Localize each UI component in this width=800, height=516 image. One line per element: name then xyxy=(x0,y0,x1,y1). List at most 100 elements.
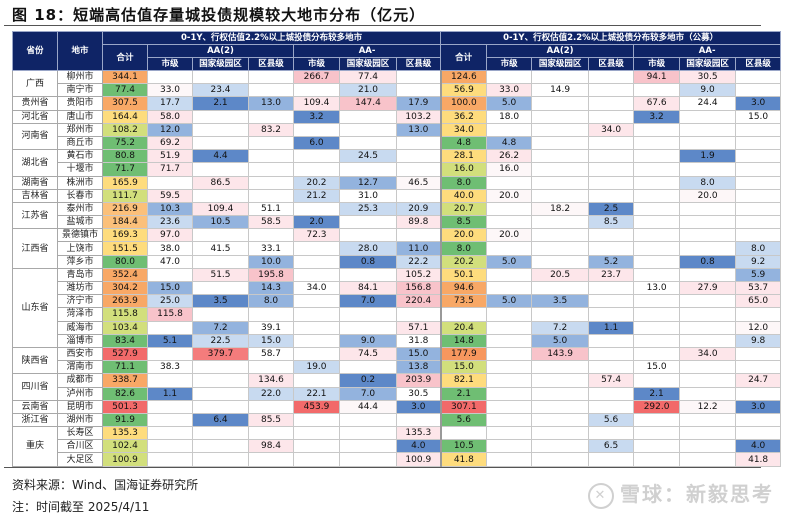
total-cell: 307.5 xyxy=(102,96,148,111)
value-cell xyxy=(531,452,590,467)
value-cell xyxy=(293,452,340,467)
value-cell: 3.2 xyxy=(633,109,681,124)
value-cell xyxy=(633,452,681,467)
value-cell xyxy=(531,188,590,203)
value-cell xyxy=(486,360,533,375)
value-cell: 292.0 xyxy=(633,399,681,414)
city-cell: 上饶市 xyxy=(57,241,103,256)
value-cell xyxy=(147,452,193,467)
value-cell: 4.4 xyxy=(192,149,249,164)
value-cell xyxy=(293,241,340,256)
header-level-city: 市级 xyxy=(633,57,681,71)
value-cell: 10.5 xyxy=(192,215,249,230)
table-row: 广西 柳州市 344.1 266.7 77.4 124.6 94.1 30.5 xyxy=(12,69,782,98)
value-cell: 31.0 xyxy=(339,188,397,203)
value-cell xyxy=(395,188,442,203)
table-row: 湖北省 黄石市 80.8 51.9 4.4 24.5 28.1 26.2 1.9 xyxy=(12,149,782,177)
value-cell: 59.5 xyxy=(147,188,193,203)
value-cell xyxy=(339,360,397,375)
value-cell: 16.0 xyxy=(486,162,533,177)
total-cell: 4.8 xyxy=(440,135,488,151)
value-cell: 15.0 xyxy=(633,360,681,375)
value-cell: 5.2 xyxy=(588,254,635,269)
total-cell: 75.2 xyxy=(102,135,148,151)
value-cell xyxy=(531,439,590,454)
value-cell xyxy=(486,386,533,401)
value-cell: 17.9 xyxy=(395,96,442,111)
value-cell xyxy=(679,307,737,322)
total-cell: 103.4 xyxy=(102,320,148,335)
value-cell xyxy=(395,83,442,98)
value-cell xyxy=(147,320,193,335)
value-cell xyxy=(735,83,782,98)
table-row: 潍坊市 304.2 15.0 14.3 34.0 84.1 156.8 94.6 13.0 27.… xyxy=(13,280,782,296)
value-cell xyxy=(633,83,681,98)
value-cell xyxy=(293,307,340,322)
value-cell: 57.4 xyxy=(588,373,635,388)
value-cell xyxy=(679,122,737,137)
value-cell: 85.5 xyxy=(248,412,294,428)
value-cell xyxy=(486,69,533,85)
value-cell xyxy=(486,201,533,217)
table-row: 大足区 100.9 100.9 41.8 41.8 xyxy=(13,452,782,467)
value-cell: 30.5 xyxy=(395,386,442,401)
value-cell xyxy=(633,162,681,177)
city-cell: 湖州市 xyxy=(57,412,103,428)
value-cell: 51.1 xyxy=(248,201,294,217)
table-row: 四川省 成都市 338.7 134.6 0.2 203.9 82.1 57.4 24.7 xyxy=(12,373,782,401)
value-cell xyxy=(293,333,340,348)
value-cell xyxy=(588,452,635,467)
value-cell: 12.0 xyxy=(147,122,193,137)
value-cell xyxy=(293,267,340,283)
value-cell: 5.6 xyxy=(588,412,635,428)
value-cell xyxy=(531,109,590,124)
value-cell xyxy=(339,320,397,335)
total-cell: 2.1 xyxy=(440,386,488,401)
value-cell xyxy=(248,162,294,177)
value-cell xyxy=(633,439,681,454)
header-level-county: 区县级 xyxy=(735,57,782,71)
value-cell xyxy=(395,412,442,428)
city-cell: 盐城市 xyxy=(57,215,103,230)
value-cell: 11.0 xyxy=(395,241,442,256)
table-row: 商丘市 75.2 69.2 6.0 4.8 4.8 xyxy=(13,135,782,151)
value-cell: 24.4 xyxy=(679,96,737,111)
city-cell: 济宁市 xyxy=(57,294,103,309)
table-row: 陕西省 西安市 527.9 379.7 58.7 74.5 15.0 177.9 143.9 34… xyxy=(12,346,782,375)
value-cell: 8.5 xyxy=(588,215,635,230)
value-cell xyxy=(531,69,590,85)
value-cell xyxy=(633,241,681,256)
value-cell: 9.0 xyxy=(679,83,737,98)
table-row: 泸州市 82.6 1.1 22.0 22.1 7.0 30.5 2.1 2.1 xyxy=(13,386,782,401)
province-cell: 江苏省 xyxy=(12,201,58,230)
value-cell xyxy=(633,294,681,309)
total-cell: 5.6 xyxy=(440,412,488,428)
province-cell: 湖北省 xyxy=(12,149,58,177)
value-cell xyxy=(735,215,782,230)
value-cell xyxy=(735,346,782,362)
total-cell: 100.9 xyxy=(102,452,148,467)
value-cell: 22.2 xyxy=(395,254,442,269)
table-row: 十堰市 71.7 71.7 16.0 16.0 xyxy=(13,162,782,177)
table-row: 河南省 郑州市 108.2 12.0 83.2 13.0 34.0 34.0 xyxy=(12,122,782,151)
province-cell: 陕西省 xyxy=(12,346,58,375)
value-cell: 220.4 xyxy=(395,294,442,309)
total-cell: 124.6 xyxy=(440,69,488,85)
value-cell xyxy=(293,294,340,309)
value-cell xyxy=(486,373,533,388)
value-cell xyxy=(633,122,681,137)
value-cell xyxy=(679,360,737,375)
value-cell: 1.1 xyxy=(588,320,635,335)
value-cell xyxy=(633,188,681,203)
value-cell xyxy=(192,254,249,269)
value-cell: 5.1 xyxy=(147,333,193,348)
value-cell xyxy=(679,412,737,428)
value-cell xyxy=(588,360,635,375)
total-cell: 108.2 xyxy=(102,122,148,137)
value-cell: 13.0 xyxy=(633,280,681,296)
total-cell: 56.9 xyxy=(440,83,488,98)
city-cell: 株洲市 xyxy=(57,175,103,190)
total-cell: 20.2 xyxy=(440,254,488,269)
total-cell: 80.0 xyxy=(102,254,148,269)
header-total-left: 合计 xyxy=(102,44,148,71)
